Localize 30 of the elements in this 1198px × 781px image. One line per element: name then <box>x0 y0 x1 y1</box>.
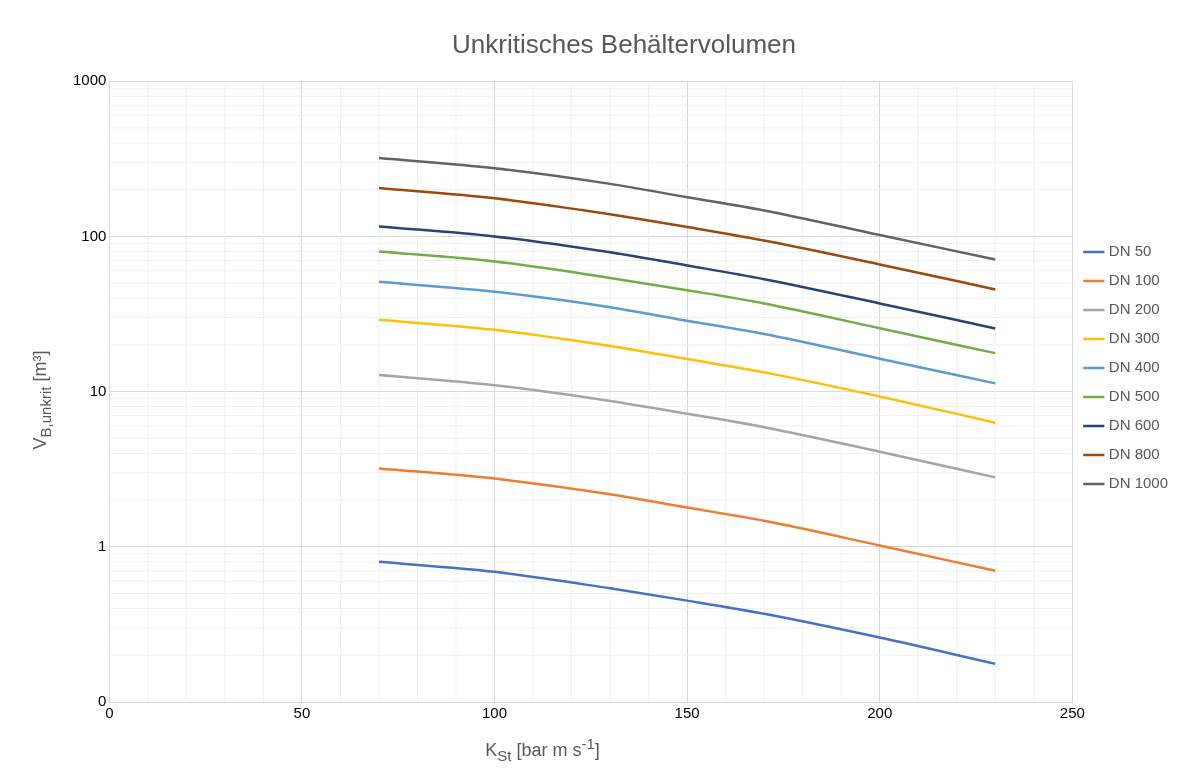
line-series <box>377 250 997 355</box>
line-series <box>377 467 997 573</box>
line-series <box>377 225 997 330</box>
legend-label: DN 500 <box>1108 387 1160 405</box>
line-series <box>377 318 997 424</box>
chart-title: Unkritisches Behältervolumen <box>452 28 796 59</box>
line-series <box>377 280 997 385</box>
y-tick-label: 1000 <box>72 71 107 89</box>
x-axis-title: K$_{St}$ [bar m s$^{-1}$] <box>484 735 601 764</box>
line-series <box>377 560 997 666</box>
legend-label: DN 300 <box>1108 329 1160 347</box>
x-tick-label: 100 <box>482 704 508 722</box>
y-tick-label: 100 <box>81 226 107 244</box>
x-tick-label: 50 <box>293 704 311 722</box>
x-tick-label: 150 <box>674 704 700 722</box>
line-series <box>377 186 997 291</box>
legend-label: DN 50 <box>1108 242 1152 260</box>
y-tick-label: 10 <box>89 381 107 399</box>
legend-label: DN 800 <box>1108 445 1160 463</box>
legend-label: DN 600 <box>1108 416 1160 434</box>
legend-label: DN 100 <box>1108 271 1160 289</box>
legend-label: DN 200 <box>1108 300 1160 318</box>
x-tick-label: 200 <box>867 704 893 722</box>
legend-label: DN 400 <box>1108 358 1160 376</box>
legend-label: DN 1000 <box>1108 474 1168 492</box>
line-series <box>377 156 997 261</box>
y-tick-label: 0 <box>98 692 107 710</box>
y-tick-label: 1 <box>98 536 107 554</box>
x-tick-label: 250 <box>1059 704 1085 722</box>
line-series <box>377 373 997 479</box>
